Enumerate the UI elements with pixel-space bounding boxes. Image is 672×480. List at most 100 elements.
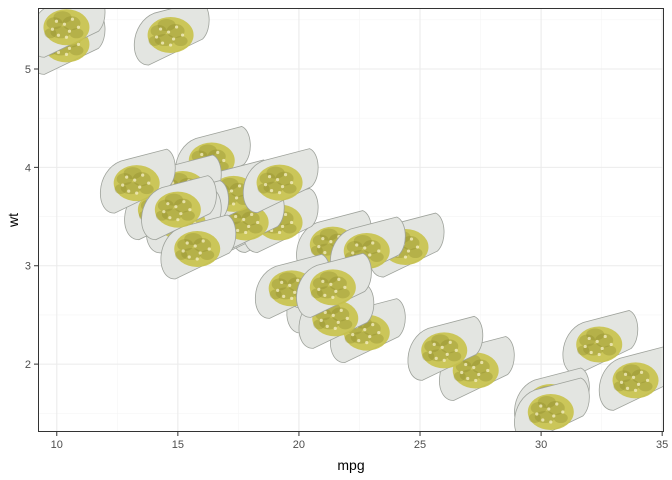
food-speck	[168, 216, 172, 220]
food-speck	[325, 324, 329, 328]
food-texture	[116, 173, 133, 186]
food-texture	[319, 228, 338, 241]
food-speck	[371, 241, 375, 245]
food-texture	[553, 413, 568, 424]
food-texture	[275, 171, 294, 186]
food-texture	[328, 276, 347, 291]
food-speck	[339, 308, 343, 312]
food-speck	[539, 404, 543, 408]
food-speck	[168, 43, 173, 47]
food-texture	[282, 183, 297, 194]
data-point-18	[562, 310, 639, 375]
x-axis: 10 15 20 25 30 35	[51, 432, 668, 451]
food-speck	[363, 328, 367, 332]
food-speck	[180, 33, 185, 37]
food-texture	[198, 144, 217, 157]
food-speck	[283, 173, 288, 177]
food-speck	[454, 348, 458, 352]
food-texture	[312, 277, 329, 290]
food-texture	[269, 289, 282, 300]
data-point-20	[598, 346, 664, 411]
food-speck	[331, 295, 335, 299]
food-texture	[278, 272, 297, 285]
food-texture	[619, 379, 640, 392]
data-point-25	[242, 148, 319, 214]
food-speck	[432, 342, 436, 346]
food-texture	[181, 248, 202, 261]
food-speck	[121, 183, 125, 187]
x-tick-label: 15	[172, 439, 184, 451]
food-texture	[595, 333, 614, 348]
food-speck	[336, 320, 340, 324]
food-speck	[293, 290, 297, 294]
food-portion	[113, 165, 160, 202]
food-texture	[180, 210, 195, 221]
food-speck	[289, 181, 294, 185]
food-speck	[166, 30, 171, 34]
food-speck	[460, 370, 464, 375]
food-portion	[43, 9, 90, 46]
food-speck	[321, 279, 325, 283]
food-texture	[164, 193, 183, 206]
food-speck	[166, 202, 170, 206]
food-texture	[631, 369, 650, 384]
food-texture	[431, 334, 450, 347]
food-speck	[135, 191, 139, 195]
food-texture	[257, 183, 270, 194]
food-speck	[486, 368, 490, 373]
food-texture	[316, 286, 337, 299]
food-speck	[406, 249, 411, 253]
food-texture	[155, 210, 168, 221]
food-texture	[422, 351, 435, 362]
food-speck	[277, 191, 282, 195]
food-speck	[176, 218, 180, 222]
food-speck	[267, 175, 272, 179]
food-speck	[275, 178, 280, 182]
food-speck	[595, 339, 599, 344]
food-speck	[231, 202, 236, 206]
food-texture	[534, 411, 555, 424]
food-speck	[64, 35, 69, 39]
food-texture	[319, 271, 338, 284]
food-texture	[447, 351, 462, 362]
food-texture	[248, 223, 263, 234]
food-speck	[323, 310, 327, 314]
food-portion	[256, 164, 303, 201]
y-axis: 2 3 4 5	[25, 64, 38, 371]
food-texture	[346, 240, 363, 253]
food-speck	[277, 230, 282, 235]
food-speck	[377, 249, 381, 253]
food-speck	[625, 386, 630, 390]
food-speck	[357, 339, 361, 343]
food-texture	[114, 184, 127, 195]
food-speck	[269, 189, 274, 193]
data-point-17	[133, 8, 210, 66]
food-speck	[62, 22, 67, 26]
food-speck	[552, 414, 556, 418]
food-speck	[583, 344, 587, 349]
food-texture	[275, 287, 296, 300]
food-speck	[207, 247, 211, 251]
food-speck	[56, 33, 61, 37]
food-texture	[537, 396, 556, 409]
food-speck	[160, 41, 165, 45]
food-texture	[362, 321, 381, 336]
food-texture	[344, 333, 357, 344]
food-portion	[154, 191, 201, 228]
food-speck	[198, 251, 202, 255]
food-speck	[280, 224, 285, 229]
food-speck	[125, 175, 129, 179]
food-speck	[600, 346, 604, 351]
food-speck	[477, 372, 481, 377]
food-texture	[583, 343, 604, 356]
food-texture	[312, 234, 329, 247]
data-points	[38, 8, 664, 432]
food-speck	[158, 27, 163, 31]
food-speck	[162, 210, 166, 214]
food-texture	[528, 413, 541, 424]
food-speck	[355, 243, 359, 247]
y-tick-label: 2	[25, 359, 31, 371]
y-tick-label: 3	[25, 261, 31, 273]
food-speck	[535, 412, 539, 416]
data-point-28	[514, 377, 590, 432]
